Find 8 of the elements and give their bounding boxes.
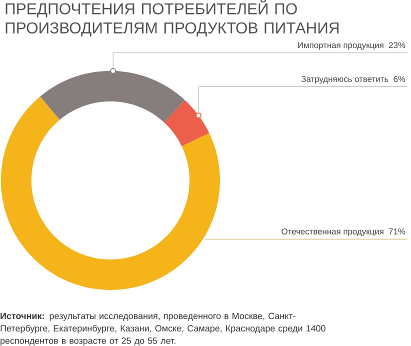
slice-label: Импортная продукция xyxy=(298,42,384,50)
text: Источник: результаты исследования, проведенного в Москве, Санкт-Петербурге, Екатеринбурге, Казани, Омске, Самаре, Краснодаре среди 1400 респондентов в возрасте от 25 до 55 лет. xyxy=(0,312,326,346)
data-label: 23% xyxy=(389,42,406,48)
slice-label: Отечественная продукция xyxy=(282,228,384,236)
data-label: 71% xyxy=(389,228,406,235)
chart-title: ПРЕДПОЧТЕНИЯ ПОТРЕБИТЕЛЕЙ ПО ПРОИЗВОДИТЕЛЯМ ПРОДУКТОВ ПИТАНИЯ xyxy=(6,0,339,37)
slice-label: Затрудняюсь ответить xyxy=(301,76,388,84)
data-label: 6% xyxy=(394,76,406,82)
